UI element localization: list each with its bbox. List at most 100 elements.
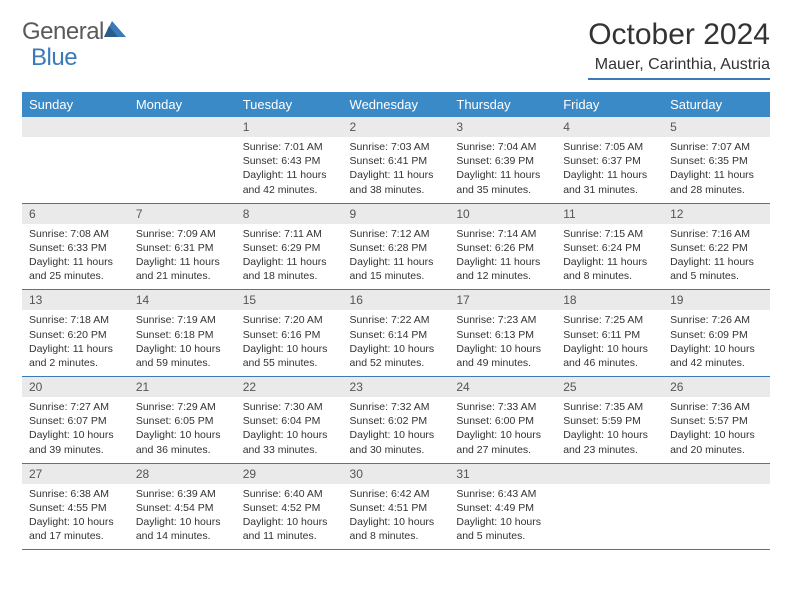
day-number: 13	[22, 290, 129, 310]
day-details: Sunrise: 7:22 AMSunset: 6:14 PMDaylight:…	[343, 310, 450, 376]
logo-triangle-icon	[104, 19, 126, 44]
day-number: 15	[236, 290, 343, 310]
calendar-day-cell	[129, 117, 236, 203]
calendar-day-cell: 12Sunrise: 7:16 AMSunset: 6:22 PMDayligh…	[663, 203, 770, 290]
day-details: Sunrise: 7:30 AMSunset: 6:04 PMDaylight:…	[236, 397, 343, 463]
day-details: Sunrise: 7:04 AMSunset: 6:39 PMDaylight:…	[449, 137, 556, 203]
calendar-day-cell: 24Sunrise: 7:33 AMSunset: 6:00 PMDayligh…	[449, 377, 556, 464]
weekday-header: Sunday	[22, 92, 129, 117]
day-details: Sunrise: 7:12 AMSunset: 6:28 PMDaylight:…	[343, 224, 450, 290]
day-details: Sunrise: 7:32 AMSunset: 6:02 PMDaylight:…	[343, 397, 450, 463]
calendar-day-cell: 15Sunrise: 7:20 AMSunset: 6:16 PMDayligh…	[236, 290, 343, 377]
weekday-header: Wednesday	[343, 92, 450, 117]
calendar-day-cell: 30Sunrise: 6:42 AMSunset: 4:51 PMDayligh…	[343, 463, 450, 550]
calendar-day-cell	[663, 463, 770, 550]
day-details: Sunrise: 7:26 AMSunset: 6:09 PMDaylight:…	[663, 310, 770, 376]
calendar-week-row: 6Sunrise: 7:08 AMSunset: 6:33 PMDaylight…	[22, 203, 770, 290]
weekday-header: Saturday	[663, 92, 770, 117]
weekday-header: Friday	[556, 92, 663, 117]
day-number: 24	[449, 377, 556, 397]
day-number: 31	[449, 464, 556, 484]
calendar-day-cell: 8Sunrise: 7:11 AMSunset: 6:29 PMDaylight…	[236, 203, 343, 290]
logo-blue-text: Blue	[31, 44, 77, 72]
calendar-day-cell: 17Sunrise: 7:23 AMSunset: 6:13 PMDayligh…	[449, 290, 556, 377]
day-number: 9	[343, 204, 450, 224]
day-details: Sunrise: 7:23 AMSunset: 6:13 PMDaylight:…	[449, 310, 556, 376]
day-number: 3	[449, 117, 556, 137]
day-details: Sunrise: 7:19 AMSunset: 6:18 PMDaylight:…	[129, 310, 236, 376]
calendar-week-row: 27Sunrise: 6:38 AMSunset: 4:55 PMDayligh…	[22, 463, 770, 550]
calendar-day-cell: 1Sunrise: 7:01 AMSunset: 6:43 PMDaylight…	[236, 117, 343, 203]
weekday-header: Monday	[129, 92, 236, 117]
day-details: Sunrise: 7:07 AMSunset: 6:35 PMDaylight:…	[663, 137, 770, 203]
title-block: October 2024 Mauer, Carinthia, Austria	[588, 18, 770, 80]
day-details: Sunrise: 7:08 AMSunset: 6:33 PMDaylight:…	[22, 224, 129, 290]
calendar-day-cell: 5Sunrise: 7:07 AMSunset: 6:35 PMDaylight…	[663, 117, 770, 203]
day-number: 17	[449, 290, 556, 310]
day-details: Sunrise: 7:25 AMSunset: 6:11 PMDaylight:…	[556, 310, 663, 376]
day-number: 22	[236, 377, 343, 397]
calendar-day-cell: 7Sunrise: 7:09 AMSunset: 6:31 PMDaylight…	[129, 203, 236, 290]
day-details: Sunrise: 7:29 AMSunset: 6:05 PMDaylight:…	[129, 397, 236, 463]
day-number: 1	[236, 117, 343, 137]
calendar-day-cell: 21Sunrise: 7:29 AMSunset: 6:05 PMDayligh…	[129, 377, 236, 464]
day-details: Sunrise: 6:38 AMSunset: 4:55 PMDaylight:…	[22, 484, 129, 550]
day-details: Sunrise: 7:36 AMSunset: 5:57 PMDaylight:…	[663, 397, 770, 463]
location-label: Mauer, Carinthia, Austria	[588, 56, 770, 80]
day-number: 19	[663, 290, 770, 310]
day-details: Sunrise: 7:18 AMSunset: 6:20 PMDaylight:…	[22, 310, 129, 376]
calendar-day-cell: 23Sunrise: 7:32 AMSunset: 6:02 PMDayligh…	[343, 377, 450, 464]
calendar-day-cell: 19Sunrise: 7:26 AMSunset: 6:09 PMDayligh…	[663, 290, 770, 377]
day-number: 5	[663, 117, 770, 137]
day-details: Sunrise: 7:09 AMSunset: 6:31 PMDaylight:…	[129, 224, 236, 290]
calendar-day-cell: 18Sunrise: 7:25 AMSunset: 6:11 PMDayligh…	[556, 290, 663, 377]
day-number: 4	[556, 117, 663, 137]
day-number: 12	[663, 204, 770, 224]
calendar-day-cell: 25Sunrise: 7:35 AMSunset: 5:59 PMDayligh…	[556, 377, 663, 464]
calendar-day-cell: 20Sunrise: 7:27 AMSunset: 6:07 PMDayligh…	[22, 377, 129, 464]
day-details: Sunrise: 7:16 AMSunset: 6:22 PMDaylight:…	[663, 224, 770, 290]
day-details: Sunrise: 6:43 AMSunset: 4:49 PMDaylight:…	[449, 484, 556, 550]
weekday-header: Tuesday	[236, 92, 343, 117]
logo-text-general: General	[22, 18, 104, 46]
calendar-day-cell	[556, 463, 663, 550]
day-number: 29	[236, 464, 343, 484]
day-number: 16	[343, 290, 450, 310]
day-details: Sunrise: 7:14 AMSunset: 6:26 PMDaylight:…	[449, 224, 556, 290]
logo: General	[22, 18, 128, 46]
calendar-day-cell	[22, 117, 129, 203]
day-number: 28	[129, 464, 236, 484]
calendar-week-row: 20Sunrise: 7:27 AMSunset: 6:07 PMDayligh…	[22, 377, 770, 464]
calendar-week-row: 13Sunrise: 7:18 AMSunset: 6:20 PMDayligh…	[22, 290, 770, 377]
calendar-week-row: 1Sunrise: 7:01 AMSunset: 6:43 PMDaylight…	[22, 117, 770, 203]
day-number: 2	[343, 117, 450, 137]
day-number: 6	[22, 204, 129, 224]
day-details: Sunrise: 7:03 AMSunset: 6:41 PMDaylight:…	[343, 137, 450, 203]
weekday-header: Thursday	[449, 92, 556, 117]
day-details: Sunrise: 7:35 AMSunset: 5:59 PMDaylight:…	[556, 397, 663, 463]
calendar-day-cell: 9Sunrise: 7:12 AMSunset: 6:28 PMDaylight…	[343, 203, 450, 290]
calendar-day-cell: 13Sunrise: 7:18 AMSunset: 6:20 PMDayligh…	[22, 290, 129, 377]
day-number: 11	[556, 204, 663, 224]
calendar-day-cell: 26Sunrise: 7:36 AMSunset: 5:57 PMDayligh…	[663, 377, 770, 464]
calendar-day-cell: 10Sunrise: 7:14 AMSunset: 6:26 PMDayligh…	[449, 203, 556, 290]
weekday-header-row: Sunday Monday Tuesday Wednesday Thursday…	[22, 92, 770, 117]
day-details: Sunrise: 7:01 AMSunset: 6:43 PMDaylight:…	[236, 137, 343, 203]
day-details: Sunrise: 7:05 AMSunset: 6:37 PMDaylight:…	[556, 137, 663, 203]
day-number: 10	[449, 204, 556, 224]
day-number: 20	[22, 377, 129, 397]
calendar-day-cell: 31Sunrise: 6:43 AMSunset: 4:49 PMDayligh…	[449, 463, 556, 550]
day-number: 14	[129, 290, 236, 310]
calendar-day-cell: 28Sunrise: 6:39 AMSunset: 4:54 PMDayligh…	[129, 463, 236, 550]
calendar-day-cell: 11Sunrise: 7:15 AMSunset: 6:24 PMDayligh…	[556, 203, 663, 290]
day-details: Sunrise: 7:15 AMSunset: 6:24 PMDaylight:…	[556, 224, 663, 290]
day-number: 25	[556, 377, 663, 397]
day-details: Sunrise: 6:42 AMSunset: 4:51 PMDaylight:…	[343, 484, 450, 550]
day-number: 18	[556, 290, 663, 310]
day-number: 30	[343, 464, 450, 484]
calendar-day-cell: 29Sunrise: 6:40 AMSunset: 4:52 PMDayligh…	[236, 463, 343, 550]
day-details: Sunrise: 7:11 AMSunset: 6:29 PMDaylight:…	[236, 224, 343, 290]
day-number: 21	[129, 377, 236, 397]
calendar-day-cell: 14Sunrise: 7:19 AMSunset: 6:18 PMDayligh…	[129, 290, 236, 377]
month-title: October 2024	[588, 18, 770, 52]
